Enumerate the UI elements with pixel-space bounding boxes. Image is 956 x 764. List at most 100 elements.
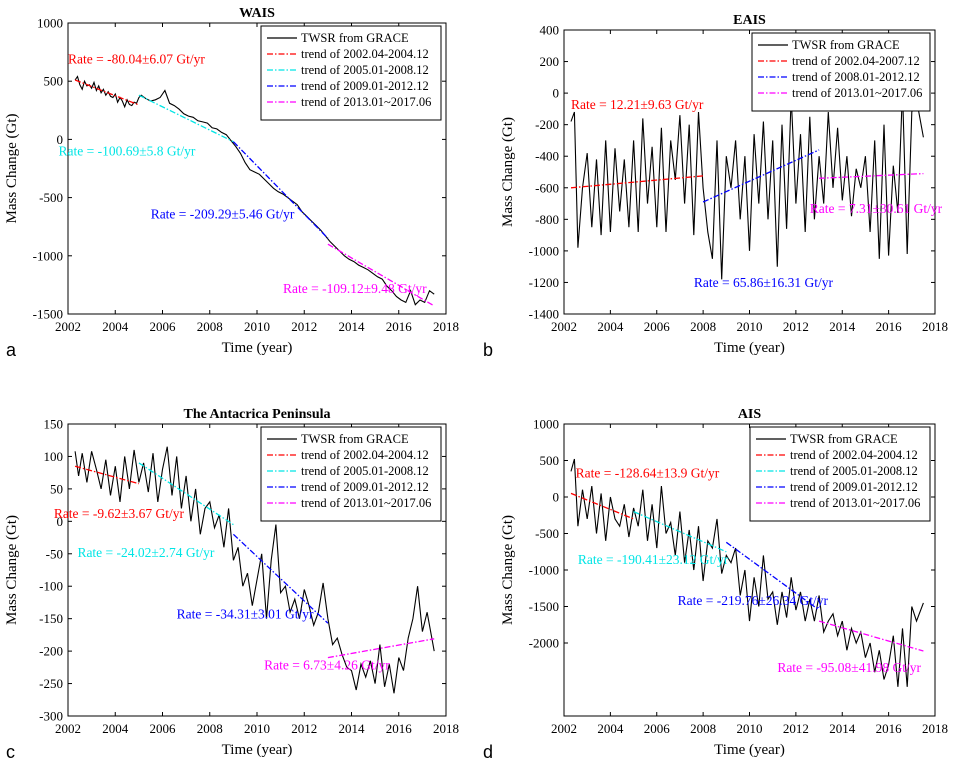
trend-line-3	[819, 172, 924, 179]
x-axis-label: Time (year)	[714, 742, 785, 758]
y-tick-label: 0	[57, 514, 64, 529]
x-axis-label: Time (year)	[222, 742, 293, 758]
series-layer	[74, 75, 435, 307]
y-axis-label: Mass Change (Gt)	[4, 114, 20, 224]
x-tick-label: 2006	[644, 319, 671, 334]
x-tick-label: 2014	[339, 319, 366, 334]
trend-line-2	[138, 462, 234, 526]
chart-panel-c: 2002 2004 2006 2008 2010 2012 2014 2016 2018 -300…	[4, 407, 459, 762]
panel-letter: c	[6, 742, 15, 762]
legend: TWSR from GRACE trend of 2002.04-2007.12 t…	[751, 32, 931, 112]
trend-line-2	[138, 94, 234, 143]
series-layer	[74, 446, 435, 694]
rate-annotation: Rate = -24.02±2.74 Gt/yr	[77, 545, 214, 560]
y-tick-label: 50	[50, 481, 63, 496]
x-tick-label: 2010	[244, 721, 270, 736]
rate-annotation: Rate = 6.73±4.26 Gt/yr	[264, 657, 390, 672]
trend-line-4	[327, 638, 435, 659]
y-tick-label: -1400	[529, 307, 559, 322]
x-tick-label: 2012	[783, 319, 809, 334]
y-tick-label: -1000	[33, 248, 63, 263]
legend-entry: trend of 2005.01-2008.12	[301, 464, 429, 478]
rate-annotation: Rate = -219.76±26.34 Gt/yr	[678, 593, 829, 608]
series-line-twsr	[570, 458, 924, 687]
y-axis-label: Mass Change (Gt)	[500, 117, 516, 227]
x-tick-label: 2002	[55, 721, 81, 736]
x-tick-label: 2010	[244, 319, 270, 334]
legend-entry: trend of 2002.04-2007.12	[792, 54, 920, 68]
y-axis-label: Mass Change (Gt)	[500, 515, 516, 625]
legend-entry: trend of 2008.01-2012.12	[792, 70, 920, 84]
x-tick-label: 2002	[551, 721, 577, 736]
rate-annotation: Rate = -95.08±41.98 Gt/yr	[777, 660, 921, 675]
x-tick-label: 2016	[386, 721, 413, 736]
legend-entry: trend of 2002.04-2004.12	[790, 448, 918, 462]
legend-entry: TWSR from GRACE	[790, 432, 898, 446]
rate-annotation: Rate = 12.21±9.63 Gt/yr	[571, 97, 704, 112]
x-axis-label: Time (year)	[714, 340, 785, 356]
rate-annotation: Rate = 7.31±30.61 Gt/yr	[810, 201, 943, 216]
rate-annotation: Rate = -80.04±6.07 Gt/yr	[68, 52, 205, 67]
legend-entry: trend of 2009.01-2012.12	[790, 480, 918, 494]
x-tick-label: 2004	[102, 319, 129, 334]
legend: TWSR from GRACE trend of 2002.04-2004.12 t…	[749, 426, 931, 522]
legend-entry: TWSR from GRACE	[792, 38, 900, 52]
rate-annotation: Rate = -34.31±3.01 Gt/yr	[177, 607, 314, 622]
x-tick-label: 2012	[783, 721, 809, 736]
x-tick-label: 2008	[197, 721, 223, 736]
rate-annotation: Rate = -209.29±5.46 Gt/yr	[151, 207, 295, 222]
panel-letter: d	[483, 742, 493, 762]
y-tick-label: 0	[553, 86, 560, 101]
x-tick-label: 2010	[737, 721, 763, 736]
y-tick-label: -1000	[529, 243, 559, 258]
legend-entry: trend of 2013.01~2017.06	[790, 496, 920, 510]
x-tick-label: 2016	[876, 319, 903, 334]
y-tick-label: -50	[46, 546, 63, 561]
y-tick-label: 500	[540, 453, 560, 468]
y-tick-label: -400	[535, 149, 559, 164]
y-tick-label: 400	[540, 23, 560, 38]
legend-box	[260, 426, 442, 522]
y-tick-label: 1000	[533, 417, 559, 432]
legend-entry: trend of 2005.01-2008.12	[301, 63, 429, 77]
legend-entry: trend of 2009.01-2012.12	[301, 480, 429, 494]
trend-line-3	[725, 541, 820, 611]
x-tick-label: 2008	[690, 721, 716, 736]
y-tick-label: -1000	[529, 563, 559, 578]
x-tick-label: 2014	[339, 721, 366, 736]
x-tick-label: 2014	[829, 319, 856, 334]
y-tick-label: -1500	[529, 599, 559, 614]
y-tick-label: 0	[57, 132, 64, 147]
y-tick-label: 200	[540, 54, 560, 69]
legend-box	[260, 25, 442, 121]
x-tick-label: 2018	[922, 721, 948, 736]
y-tick-label: -2000	[529, 636, 559, 651]
legend: TWSR from GRACE trend of 2002.04-2004.12 t…	[260, 426, 442, 522]
y-tick-label: -300	[39, 709, 63, 724]
chart-title: AIS	[738, 407, 762, 422]
x-tick-label: 2018	[922, 319, 948, 334]
trend-line-3	[232, 533, 329, 624]
y-tick-label: 150	[44, 417, 64, 432]
y-tick-label: 500	[44, 74, 64, 89]
y-tick-label: -200	[39, 644, 63, 659]
legend-entry: trend of 2009.01-2012.12	[301, 79, 429, 93]
y-tick-label: 0	[553, 490, 560, 505]
x-tick-label: 2010	[737, 319, 763, 334]
legend-box	[749, 426, 931, 522]
x-tick-label: 2016	[876, 721, 903, 736]
x-tick-label: 2006	[644, 721, 671, 736]
y-tick-label: -500	[535, 526, 559, 541]
x-tick-label: 2004	[597, 721, 624, 736]
y-tick-label: -600	[535, 180, 559, 195]
trend-line-4	[818, 620, 924, 652]
x-tick-label: 2016	[386, 319, 413, 334]
x-tick-label: 2012	[291, 319, 317, 334]
series-layer	[570, 89, 924, 280]
x-tick-label: 2006	[150, 319, 177, 334]
trend-line-3	[232, 141, 329, 239]
panel-letter: b	[483, 340, 493, 360]
rate-annotation: Rate = -190.41±23.12 Gt/yr	[578, 552, 729, 567]
x-tick-label: 2008	[197, 319, 223, 334]
x-tick-label: 2004	[102, 721, 129, 736]
